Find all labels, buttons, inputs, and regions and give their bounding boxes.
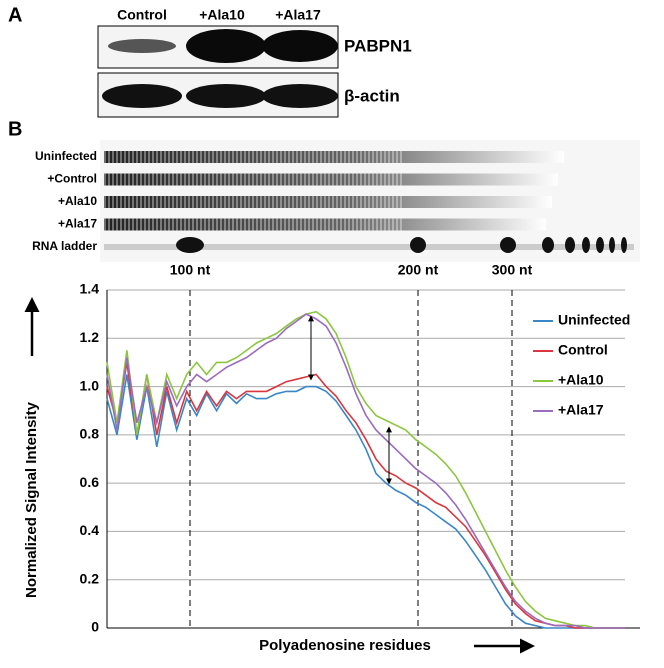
lane-label: Control (117, 7, 167, 23)
gel-lane (104, 244, 634, 250)
ladder-band (582, 237, 590, 253)
ladder-band (596, 237, 604, 253)
gel-ladder (104, 196, 404, 208)
ladder-band (621, 237, 627, 253)
gel-lane-label: Uninfected (35, 149, 97, 163)
y-tick-label: 0.4 (80, 522, 100, 538)
legend-label: Uninfected (558, 312, 630, 328)
row-label: PABPN1 (344, 36, 412, 55)
series-line (106, 310, 625, 629)
marker-label: 200 nt (398, 262, 439, 278)
lane-label: +Ala10 (199, 7, 245, 23)
gel-ladder (104, 218, 404, 231)
band (186, 29, 266, 63)
band (262, 30, 338, 62)
y-tick-label: 0.6 (80, 474, 100, 490)
band (108, 39, 176, 53)
series-line (106, 374, 625, 629)
ladder-band (500, 237, 516, 253)
series-line (106, 313, 625, 629)
y-tick-label: 0.8 (80, 426, 100, 442)
ladder-band (542, 237, 554, 253)
ladder-band (565, 237, 575, 253)
gel-lane-label: +Ala17 (58, 217, 97, 231)
lane-label: +Ala17 (275, 7, 321, 23)
legend-label: +Ala17 (558, 402, 604, 418)
band (262, 84, 338, 108)
marker-label: 300 nt (492, 262, 533, 278)
gel-lane-label: RNA ladder (32, 239, 97, 253)
y-tick-label: 0.2 (80, 570, 100, 586)
ladder-band (609, 237, 615, 253)
gel-ladder (104, 151, 404, 163)
y-tick-label: 0 (91, 619, 99, 635)
panel-label: A (8, 4, 22, 26)
y-tick-label: 1.4 (80, 281, 100, 297)
y-tick-label: 1.2 (80, 329, 100, 345)
gel-lane-label: +Control (47, 172, 97, 186)
row-label: β-actin (344, 86, 400, 105)
y-tick-label: 1.0 (80, 377, 100, 393)
gel-lane-label: +Ala10 (58, 194, 97, 208)
gel-ladder (104, 173, 404, 186)
band (102, 84, 182, 108)
panel-label: B (8, 118, 22, 140)
series-line (106, 362, 625, 629)
ladder-band (176, 237, 204, 253)
legend-label: Control (558, 342, 608, 358)
y-axis-label: Normalized Signal Intensity (23, 401, 40, 598)
marker-label: 100 nt (170, 262, 211, 278)
ladder-band (410, 237, 426, 253)
x-axis-label: Polyadenosine residues (259, 637, 431, 654)
legend-label: +Ala10 (558, 372, 604, 388)
band (186, 84, 266, 108)
